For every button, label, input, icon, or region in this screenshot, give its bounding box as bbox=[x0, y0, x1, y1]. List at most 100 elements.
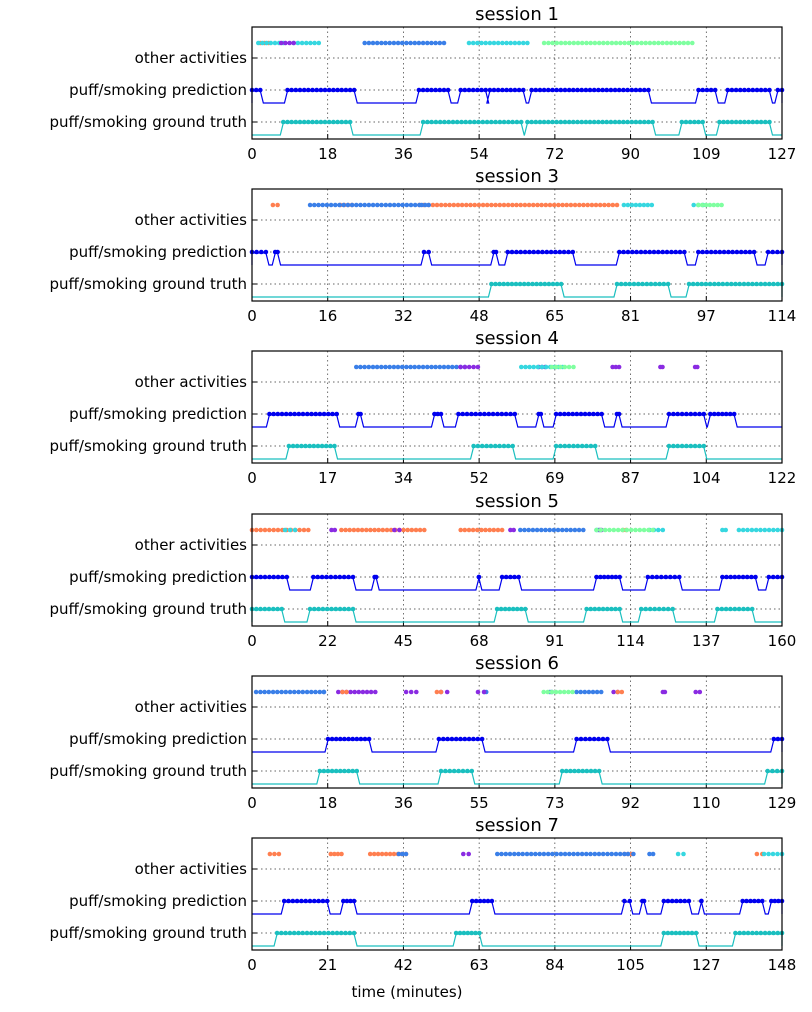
activity-point bbox=[328, 202, 334, 208]
prediction-point bbox=[354, 736, 360, 742]
activity-point bbox=[613, 851, 619, 857]
x-tick-label: 42 bbox=[394, 956, 413, 974]
prediction-point bbox=[730, 249, 735, 255]
activity-point bbox=[364, 689, 370, 695]
ground-truth-point bbox=[493, 443, 498, 449]
ground-truth-point bbox=[587, 119, 593, 125]
ground-truth-point bbox=[646, 119, 651, 125]
prediction-point bbox=[704, 249, 710, 255]
prediction-point bbox=[729, 87, 735, 93]
ground-truth-point bbox=[774, 768, 780, 774]
activity-point bbox=[396, 851, 402, 857]
prediction-point bbox=[445, 736, 450, 742]
activity-point bbox=[272, 851, 277, 857]
activity-point bbox=[535, 364, 541, 370]
activity-point bbox=[429, 364, 434, 370]
prediction-point bbox=[294, 898, 300, 904]
prediction-point bbox=[477, 898, 483, 904]
ground-truth-point bbox=[746, 119, 751, 125]
ground-truth-point bbox=[502, 606, 508, 612]
activity-point bbox=[455, 202, 461, 208]
activity-point bbox=[451, 202, 457, 208]
prediction-point bbox=[341, 898, 346, 904]
ground-truth-point bbox=[754, 281, 759, 287]
prediction-point bbox=[330, 411, 335, 417]
ground-truth-point bbox=[303, 443, 308, 449]
ground-truth-point bbox=[489, 119, 494, 125]
ground-truth-point bbox=[683, 119, 689, 125]
activity-point bbox=[354, 202, 359, 208]
ground-truth-point bbox=[459, 119, 464, 125]
ground-truth-point bbox=[287, 930, 293, 936]
prediction-point bbox=[664, 249, 670, 255]
activity-point bbox=[312, 40, 317, 46]
activity-point bbox=[396, 202, 401, 208]
session-panel: session 4 other activities puff/smoking pr… bbox=[50, 328, 797, 487]
prediction-point bbox=[571, 87, 576, 93]
ground-truth-point bbox=[304, 930, 310, 936]
ground-truth-point bbox=[608, 119, 614, 125]
prediction-point bbox=[752, 898, 757, 904]
activity-point bbox=[317, 689, 323, 695]
y-tick-label: other activities bbox=[135, 373, 248, 391]
prediction-point bbox=[686, 898, 692, 904]
activity-point bbox=[575, 851, 581, 857]
prediction-point bbox=[267, 411, 272, 417]
ground-truth-point bbox=[550, 281, 556, 287]
activity-point bbox=[438, 202, 444, 208]
ground-truth-point bbox=[715, 606, 720, 612]
activity-point bbox=[643, 40, 648, 46]
activity-point bbox=[441, 40, 447, 46]
activity-point bbox=[443, 202, 448, 208]
prediction-point bbox=[673, 249, 678, 255]
activity-point bbox=[434, 202, 440, 208]
activity-point bbox=[267, 851, 273, 857]
prediction-point bbox=[313, 411, 319, 417]
x-tick-label: 137 bbox=[692, 632, 721, 650]
ground-truth-point bbox=[596, 119, 601, 125]
ground-truth-point bbox=[638, 606, 644, 612]
activity-point bbox=[466, 527, 472, 533]
ground-truth-point bbox=[623, 281, 628, 287]
ground-truth-point bbox=[592, 768, 598, 774]
ground-truth-point bbox=[650, 119, 655, 125]
prediction-point bbox=[477, 411, 483, 417]
ground-truth-point bbox=[330, 930, 336, 936]
ground-truth-point bbox=[584, 768, 590, 774]
prediction-point bbox=[765, 249, 771, 255]
ground-truth-point bbox=[725, 119, 730, 125]
prediction-point bbox=[333, 736, 339, 742]
prediction-point bbox=[772, 898, 778, 904]
activity-point bbox=[321, 689, 327, 695]
activity-point bbox=[522, 527, 527, 533]
activity-point bbox=[296, 689, 301, 695]
activity-point bbox=[347, 527, 353, 533]
activity-point bbox=[723, 527, 728, 533]
activity-point bbox=[624, 527, 630, 533]
ground-truth-point bbox=[510, 606, 516, 612]
prediction-point bbox=[429, 87, 434, 93]
activity-point bbox=[292, 527, 298, 533]
prediction-point bbox=[750, 87, 756, 93]
activity-point bbox=[328, 851, 334, 857]
activity-point bbox=[358, 364, 363, 370]
ground-truth-point bbox=[633, 119, 639, 125]
prediction-point bbox=[482, 411, 487, 417]
y-tick-label: puff/smoking ground truth bbox=[50, 113, 247, 131]
activity-point bbox=[560, 202, 565, 208]
activity-point bbox=[458, 527, 464, 533]
activity-point bbox=[611, 689, 616, 695]
prediction-point bbox=[716, 411, 721, 417]
x-tick-label: 92 bbox=[621, 794, 640, 812]
activity-point bbox=[282, 527, 288, 533]
ground-truth-point bbox=[661, 606, 666, 612]
prediction-point bbox=[258, 574, 264, 580]
prediction-point bbox=[331, 87, 336, 93]
ground-truth-point bbox=[258, 606, 263, 612]
activity-point bbox=[660, 40, 665, 46]
prediction-point bbox=[516, 574, 521, 580]
ground-truth-point bbox=[681, 930, 687, 936]
activity-point bbox=[287, 527, 293, 533]
activity-point bbox=[606, 202, 611, 208]
prediction-point bbox=[453, 736, 459, 742]
